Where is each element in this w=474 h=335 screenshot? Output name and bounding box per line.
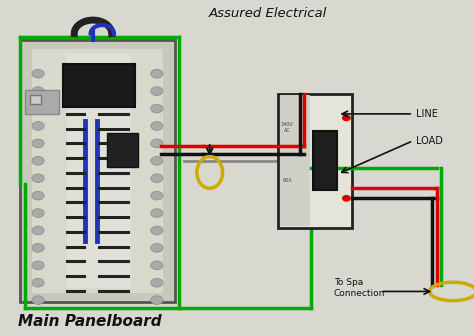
Circle shape [151, 278, 163, 287]
Circle shape [32, 122, 44, 130]
Circle shape [151, 244, 163, 252]
Text: To Spa
Connection: To Spa Connection [334, 278, 385, 298]
Circle shape [32, 191, 44, 200]
Circle shape [343, 196, 350, 201]
Circle shape [32, 261, 44, 270]
Circle shape [151, 174, 163, 183]
Circle shape [32, 69, 44, 78]
Bar [32, 49, 163, 293]
Bar [278, 94, 352, 228]
Bar [66, 54, 131, 288]
Text: LOAD: LOAD [416, 136, 442, 146]
Circle shape [32, 87, 44, 95]
Circle shape [151, 209, 163, 217]
Circle shape [32, 244, 44, 252]
Circle shape [32, 139, 44, 148]
Bar [64, 64, 135, 107]
Text: 60A: 60A [283, 179, 292, 183]
Bar [20, 40, 174, 302]
Circle shape [151, 139, 163, 148]
Text: 240V
AC: 240V AC [281, 122, 294, 133]
Text: LINE: LINE [416, 109, 438, 119]
Circle shape [32, 226, 44, 235]
Circle shape [151, 122, 163, 130]
Circle shape [32, 209, 44, 217]
Bar [313, 131, 337, 190]
Bar [30, 95, 41, 104]
Circle shape [151, 156, 163, 165]
Bar [25, 90, 59, 114]
Circle shape [32, 174, 44, 183]
Circle shape [151, 87, 163, 95]
Text: Main Panelboard: Main Panelboard [18, 314, 162, 329]
Circle shape [151, 226, 163, 235]
Text: Assured Electrical: Assured Electrical [209, 7, 328, 20]
Circle shape [151, 191, 163, 200]
Bar [280, 95, 310, 226]
Circle shape [32, 278, 44, 287]
Circle shape [151, 261, 163, 270]
Circle shape [32, 296, 44, 305]
Circle shape [32, 104, 44, 113]
Circle shape [151, 69, 163, 78]
Circle shape [151, 296, 163, 305]
Circle shape [343, 115, 350, 121]
Circle shape [151, 104, 163, 113]
Circle shape [32, 156, 44, 165]
Bar [107, 133, 137, 167]
